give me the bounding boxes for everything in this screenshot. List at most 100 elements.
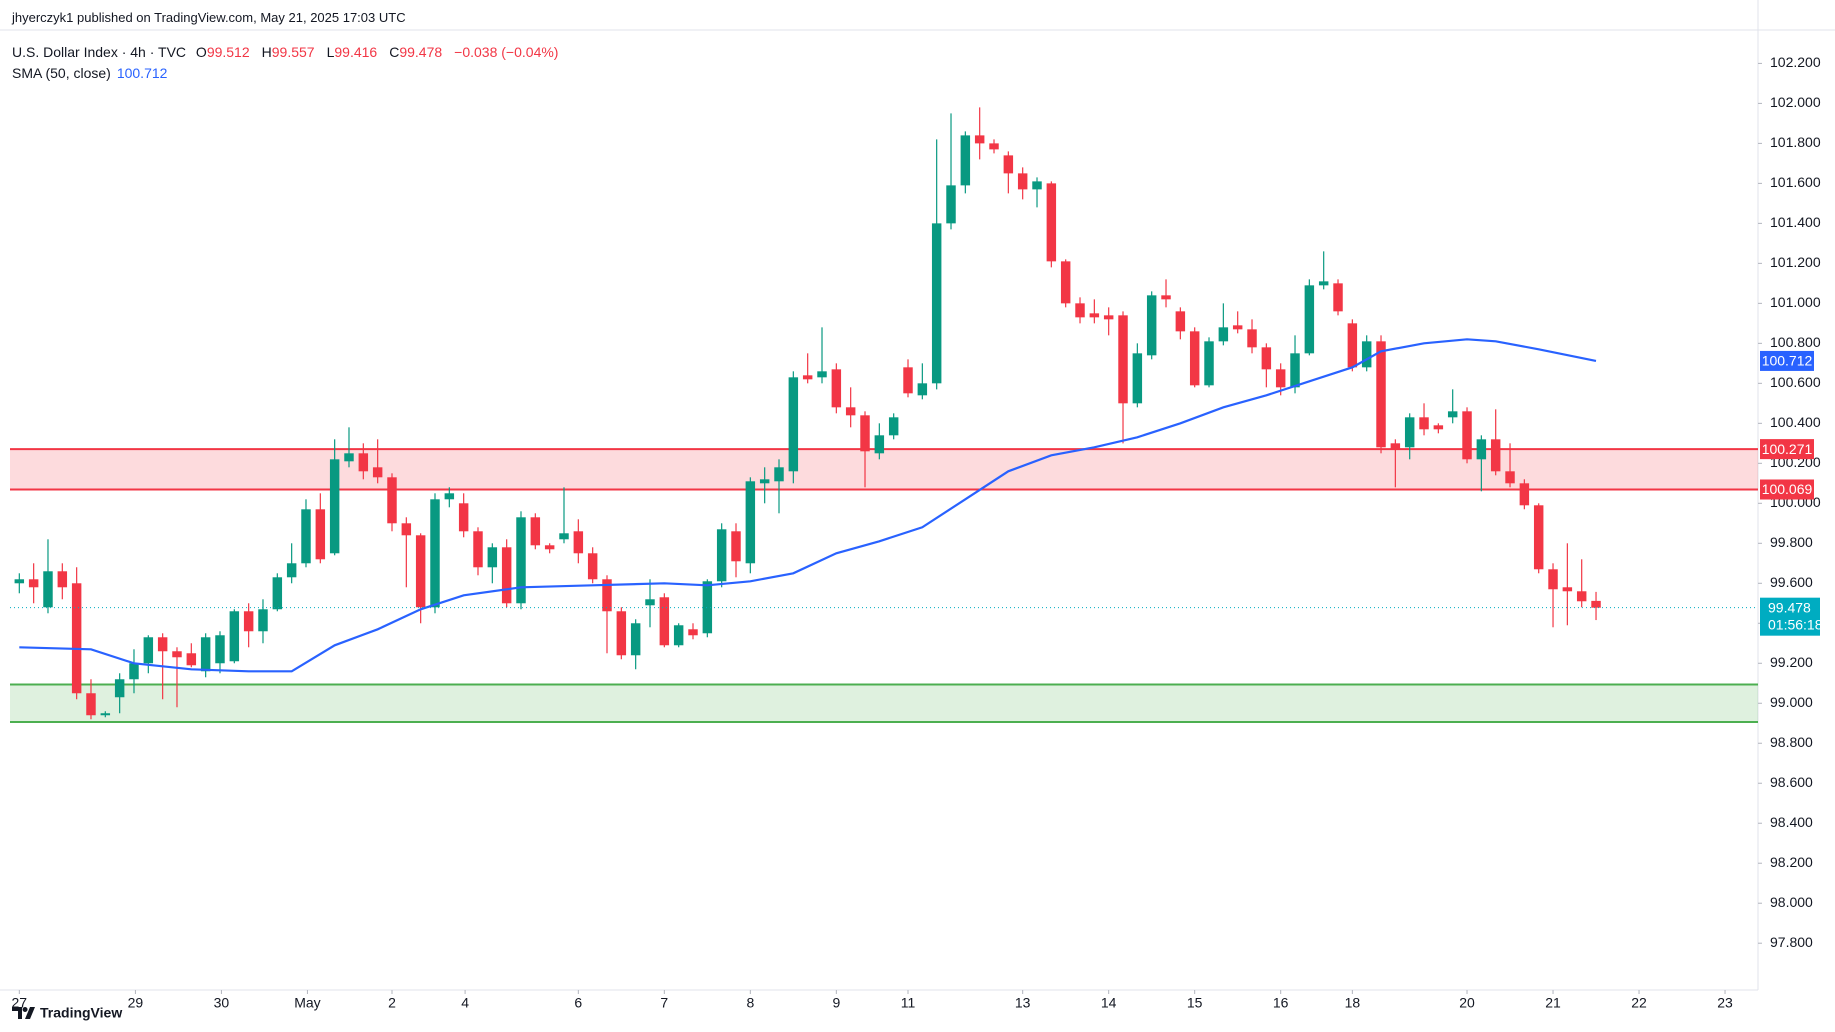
y-tick-label: 98.600 bbox=[1770, 774, 1813, 790]
candle-body bbox=[458, 503, 469, 532]
candle-body bbox=[1075, 303, 1085, 318]
candle-body bbox=[960, 135, 971, 186]
candle-body bbox=[129, 663, 139, 680]
candle-body bbox=[888, 417, 899, 436]
candle-body bbox=[14, 579, 25, 584]
candle-body bbox=[186, 653, 197, 666]
x-tick-label: 11 bbox=[901, 995, 916, 1011]
candle-body bbox=[817, 371, 827, 378]
x-tick-label: 4 bbox=[461, 995, 469, 1011]
candle-body bbox=[473, 531, 483, 568]
candle-body bbox=[43, 571, 53, 608]
candle-body bbox=[415, 535, 426, 608]
x-tick-label: 27 bbox=[12, 995, 28, 1011]
candle-body bbox=[143, 637, 154, 664]
candle-body bbox=[1032, 181, 1042, 190]
price-tag-label: 100.069 bbox=[1762, 481, 1813, 497]
candle-body bbox=[946, 185, 956, 224]
last-price-label: 99.478 bbox=[1768, 599, 1811, 615]
candle-body bbox=[1161, 295, 1171, 300]
candle-body bbox=[71, 583, 82, 694]
candle-body bbox=[1376, 341, 1386, 448]
candle-body bbox=[501, 547, 512, 604]
x-tick-label: 13 bbox=[1015, 995, 1031, 1011]
candle-body bbox=[587, 553, 598, 580]
candle-body bbox=[1447, 411, 1458, 418]
y-tick-label: 98.800 bbox=[1770, 734, 1813, 750]
candle-body bbox=[1505, 471, 1515, 484]
x-tick-label: 16 bbox=[1273, 995, 1289, 1011]
indicator-value: 100.712 bbox=[116, 65, 168, 81]
last-price-tag bbox=[1760, 597, 1820, 636]
x-tick-label: 20 bbox=[1459, 995, 1475, 1011]
ohlc-item: C99.478 bbox=[389, 44, 448, 60]
y-tick-label: 100.600 bbox=[1770, 374, 1821, 390]
y-tick-label: 99.600 bbox=[1770, 574, 1813, 590]
candle-body bbox=[100, 713, 111, 716]
candle-body bbox=[1290, 353, 1300, 388]
x-tick-label: 15 bbox=[1187, 995, 1203, 1011]
candle-body bbox=[845, 407, 856, 416]
zone bbox=[10, 684, 1758, 723]
x-tick-label: 21 bbox=[1545, 995, 1561, 1011]
candle-body bbox=[1591, 600, 1601, 608]
x-tick-label: 18 bbox=[1345, 995, 1361, 1011]
candle-body bbox=[1562, 587, 1573, 592]
candle-body bbox=[1103, 315, 1114, 320]
candle-body bbox=[1189, 331, 1200, 386]
change: −0.038 (−0.04%) bbox=[454, 44, 559, 60]
candle-body bbox=[974, 135, 985, 144]
candle-body bbox=[1232, 325, 1243, 330]
candle-body bbox=[387, 477, 397, 524]
candle-body bbox=[516, 517, 526, 604]
ohlc-key: C bbox=[389, 44, 400, 60]
candle-body bbox=[673, 625, 684, 646]
y-tick-label: 101.600 bbox=[1770, 174, 1821, 190]
candle-body bbox=[114, 679, 125, 698]
x-tick-label: 2 bbox=[388, 995, 396, 1011]
candle-body bbox=[358, 453, 369, 472]
candle-body bbox=[1333, 283, 1343, 312]
candle-body bbox=[372, 467, 383, 478]
candle-body bbox=[1017, 173, 1028, 190]
countdown-label: 01:56:18 bbox=[1768, 616, 1823, 632]
candle-body bbox=[788, 377, 799, 472]
candle-body bbox=[1275, 369, 1286, 388]
ohlc-item: O99.512 bbox=[196, 44, 256, 60]
candle-body bbox=[831, 369, 842, 408]
x-tick-label: 29 bbox=[128, 995, 144, 1011]
ohlc-item: H99.557 bbox=[262, 44, 321, 60]
candle-body bbox=[1576, 591, 1587, 602]
candle-body bbox=[444, 493, 455, 500]
symbol-line: U.S. Dollar Index · 4h · TVC O99.512 H99.… bbox=[12, 44, 564, 60]
candle-body bbox=[1060, 261, 1071, 304]
published-note: jhyerczyk1 published on TradingView.com,… bbox=[12, 10, 406, 25]
candle-body bbox=[1089, 313, 1100, 318]
x-tick-label: May bbox=[294, 995, 320, 1011]
candle-body bbox=[487, 547, 498, 568]
y-tick-label: 98.400 bbox=[1770, 814, 1813, 830]
candle-body bbox=[688, 629, 698, 636]
price-tag bbox=[1760, 439, 1814, 460]
candle-body bbox=[573, 531, 584, 554]
candle-body bbox=[57, 571, 68, 588]
y-tick-label: 101.000 bbox=[1770, 294, 1821, 310]
candle-body bbox=[286, 563, 297, 578]
candle-body bbox=[1118, 315, 1128, 404]
candle-body bbox=[1132, 353, 1143, 404]
candle-body bbox=[530, 517, 541, 546]
brand-logo bbox=[12, 1007, 35, 1019]
candle-body bbox=[645, 599, 655, 606]
indicator-name: SMA (50, close) bbox=[12, 65, 111, 81]
ohlc-item: L99.416 bbox=[327, 44, 384, 60]
y-tick-label: 101.800 bbox=[1770, 134, 1821, 150]
candle-body bbox=[1462, 411, 1472, 460]
y-tick-label: 99.000 bbox=[1770, 694, 1813, 710]
candle-body bbox=[716, 529, 727, 582]
y-tick-label: 98.200 bbox=[1770, 854, 1813, 870]
candle-body bbox=[1519, 483, 1530, 506]
y-tick-label: 101.400 bbox=[1770, 214, 1821, 230]
candle-body bbox=[172, 651, 182, 658]
sma-tag bbox=[1760, 350, 1814, 371]
y-tick-label: 101.200 bbox=[1770, 254, 1821, 270]
